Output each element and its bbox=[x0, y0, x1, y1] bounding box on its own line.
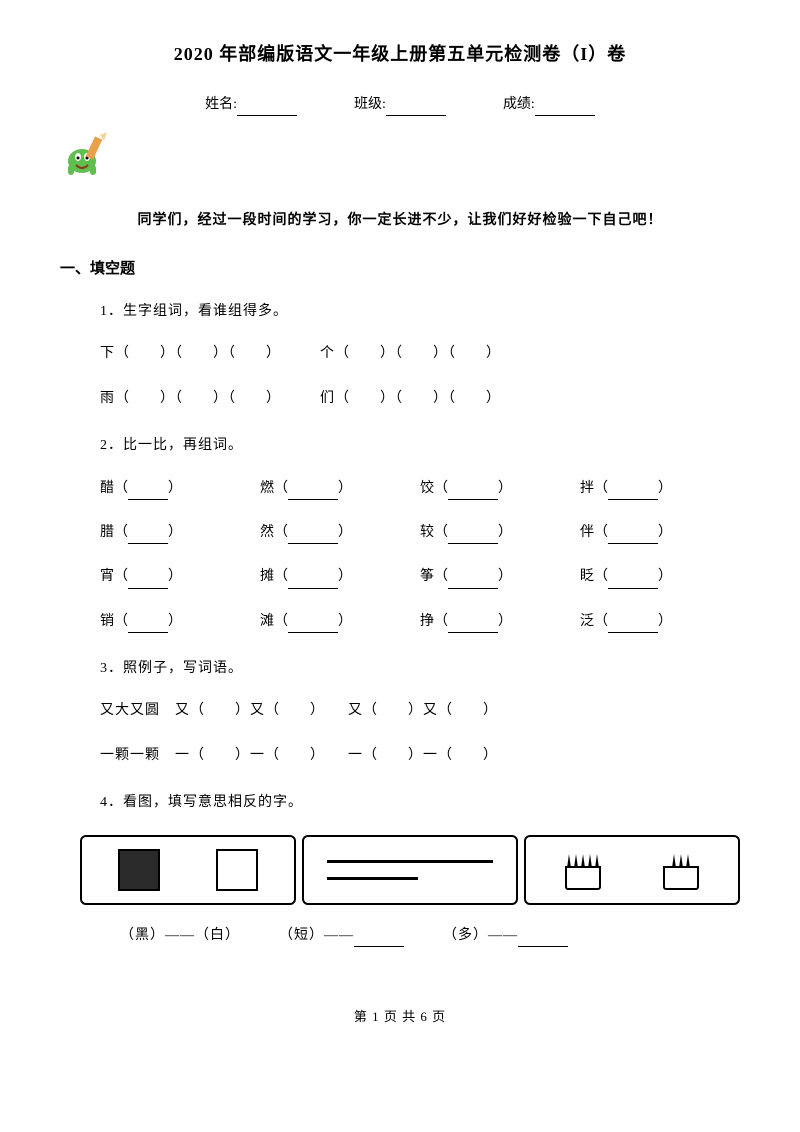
blank[interactable] bbox=[448, 575, 498, 589]
blank[interactable] bbox=[448, 619, 498, 633]
pencil-icon bbox=[60, 131, 740, 189]
blank[interactable] bbox=[128, 619, 168, 633]
q4-ans3: （多）—— bbox=[443, 928, 518, 943]
info-row: 姓名: 班级: 成绩: bbox=[60, 94, 740, 116]
class-blank[interactable] bbox=[386, 102, 446, 116]
img-black-white bbox=[80, 835, 296, 905]
img-long-short bbox=[302, 835, 518, 905]
q2-row-1: 腊（） 然（） 较（） 伴（） bbox=[100, 522, 740, 544]
jar-few-icon bbox=[663, 850, 699, 890]
class-label: 班级: bbox=[354, 97, 386, 112]
q3-title: 3．照例子，写词语。 bbox=[100, 658, 740, 680]
q2-char: 筝 bbox=[420, 569, 434, 584]
q1-row2-b: 们（ ）（ ）（ ） bbox=[320, 391, 501, 406]
q2-char: 饺 bbox=[420, 481, 434, 496]
q2-row-0: 醋（） 燃（） 饺（） 拌（） bbox=[100, 478, 740, 500]
score-label: 成绩: bbox=[503, 97, 535, 112]
q2-row-3: 销（） 滩（） 挣（） 泛（） bbox=[100, 611, 740, 633]
q4-answers: （黑）——（白） （短）—— （多）—— bbox=[120, 925, 740, 947]
page-footer: 第 1 页 共 6 页 bbox=[60, 1007, 740, 1028]
q1-row2-a: 雨（ ）（ ）（ ） bbox=[100, 391, 281, 406]
q2-char: 燃 bbox=[260, 481, 274, 496]
q4-ans2: （短）—— bbox=[279, 928, 354, 943]
short-line-icon bbox=[327, 877, 419, 880]
page-title: 2020 年部编版语文一年级上册第五单元检测卷（I）卷 bbox=[60, 40, 740, 69]
q2-char: 滩 bbox=[260, 614, 274, 629]
greeting-text: 同学们，经过一段时间的学习，你一定长进不少，让我们好好检验一下自己吧！ bbox=[60, 210, 740, 232]
q2-char: 然 bbox=[260, 525, 274, 540]
q3-line2: 一颗一颗 一（ ）一（ ） 一（ ）一（ ） bbox=[100, 745, 740, 767]
blank[interactable] bbox=[288, 486, 338, 500]
question-2: 2．比一比，再组词。 醋（） 燃（） 饺（） 拌（） 腊（） 然（） 较（） 伴… bbox=[100, 435, 740, 633]
black-square-icon bbox=[118, 849, 160, 891]
name-blank[interactable] bbox=[237, 102, 297, 116]
q2-char: 挣 bbox=[420, 614, 434, 629]
blank[interactable] bbox=[448, 486, 498, 500]
q2-char: 宵 bbox=[100, 569, 114, 584]
q4-ans1: （黑）——（白） bbox=[120, 928, 240, 943]
q2-char: 眨 bbox=[580, 569, 594, 584]
q3-line1: 又大又圆 又（ ）又（ ） 又（ ）又（ ） bbox=[100, 700, 740, 722]
q1-title: 1．生字组词，看谁组得多。 bbox=[100, 301, 740, 323]
jar-many-icon bbox=[565, 850, 601, 890]
blank[interactable] bbox=[608, 619, 658, 633]
blank[interactable] bbox=[608, 530, 658, 544]
score-blank[interactable] bbox=[535, 102, 595, 116]
blank[interactable] bbox=[518, 933, 568, 947]
q2-char: 拌 bbox=[580, 481, 594, 496]
blank[interactable] bbox=[448, 530, 498, 544]
q2-char: 销 bbox=[100, 614, 114, 629]
question-1: 1．生字组词，看谁组得多。 下（ ）（ ）（ ） 个（ ）（ ）（ ） 雨（ ）… bbox=[100, 301, 740, 410]
q2-title: 2．比一比，再组词。 bbox=[100, 435, 740, 457]
question-4: 4．看图，填写意思相反的字。 bbox=[100, 792, 740, 947]
name-label: 姓名: bbox=[205, 97, 237, 112]
q2-char: 较 bbox=[420, 525, 434, 540]
long-line-icon bbox=[327, 860, 494, 863]
blank[interactable] bbox=[288, 575, 338, 589]
section-1-title: 一、填空题 bbox=[60, 257, 740, 281]
blank[interactable] bbox=[128, 575, 168, 589]
q1-row1-a: 下（ ）（ ）（ ） bbox=[100, 346, 281, 361]
q2-char: 腊 bbox=[100, 525, 114, 540]
blank[interactable] bbox=[128, 486, 168, 500]
q2-char: 醋 bbox=[100, 481, 114, 496]
img-many-few bbox=[524, 835, 740, 905]
question-3: 3．照例子，写词语。 又大又圆 又（ ）又（ ） 又（ ）又（ ） 一颗一颗 一… bbox=[100, 658, 740, 767]
q2-char: 泛 bbox=[580, 614, 594, 629]
blank[interactable] bbox=[608, 575, 658, 589]
white-square-icon bbox=[216, 849, 258, 891]
q4-images bbox=[80, 835, 740, 905]
q4-title: 4．看图，填写意思相反的字。 bbox=[100, 792, 740, 814]
q1-row1-b: 个（ ）（ ）（ ） bbox=[320, 346, 501, 361]
q2-char: 摊 bbox=[260, 569, 274, 584]
blank[interactable] bbox=[608, 486, 658, 500]
blank[interactable] bbox=[128, 530, 168, 544]
q2-row-2: 宵（） 摊（） 筝（） 眨（） bbox=[100, 566, 740, 588]
blank[interactable] bbox=[288, 530, 338, 544]
blank[interactable] bbox=[354, 933, 404, 947]
q2-char: 伴 bbox=[580, 525, 594, 540]
blank[interactable] bbox=[288, 619, 338, 633]
